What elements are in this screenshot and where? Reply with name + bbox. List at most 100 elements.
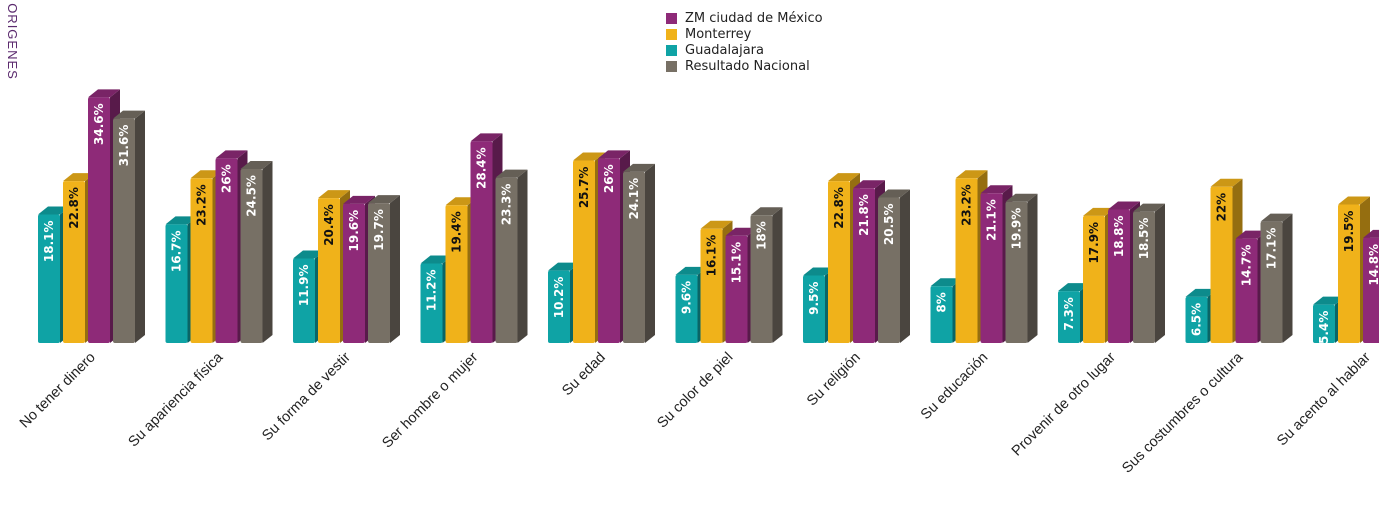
value-label: 11.9% — [297, 265, 311, 307]
value-label: 16.1% — [705, 235, 719, 277]
value-label: 34.6% — [92, 103, 106, 145]
value-label: 15.1% — [730, 242, 744, 284]
value-label: 22.8% — [67, 187, 81, 229]
bar-front — [1058, 291, 1080, 343]
bar-front — [853, 188, 875, 343]
bar-top — [803, 267, 835, 276]
value-label: 9.6% — [680, 281, 694, 314]
bar-top — [1108, 201, 1140, 210]
value-label: 24.5% — [245, 175, 259, 217]
category-label: Su edad — [559, 350, 609, 400]
bar-group-sus-costumbres-o-cultura: 6.5% 22% 14.7% 17.1% — [1185, 178, 1293, 343]
bar-front — [470, 141, 493, 343]
bar-top — [878, 189, 910, 198]
value-label: 18.5% — [1137, 218, 1151, 260]
category-label: Ser hombre o mujer — [379, 349, 481, 451]
bar-front — [343, 203, 365, 343]
bar-top — [1133, 203, 1165, 212]
legend-item-nacional: Resultado Nacional — [666, 58, 823, 74]
value-label: 23.2% — [960, 184, 974, 226]
bar-front — [63, 181, 85, 343]
bar-front — [980, 193, 1003, 343]
bar-top — [1313, 296, 1345, 305]
bar-top — [495, 169, 528, 178]
bar-monterrey-su-acento-al-hablar: 19.5% — [1338, 196, 1370, 343]
bar-group-su-acento-al-hablar: 5.4%19.5%14.8%17.6% — [1313, 196, 1379, 344]
legend-swatch-guadalajara — [666, 44, 677, 56]
value-label: 5.4% — [1317, 311, 1331, 344]
bar-top — [1260, 213, 1293, 222]
bar-top — [190, 170, 223, 179]
bar-group-no-tener-dinero: 18.1% 22.8% 34.6% 31.6% — [38, 89, 145, 343]
bar-group-su-color-de-piel: 9.6% 16.1% 15.1% 18% — [675, 207, 783, 343]
bar-front — [955, 178, 978, 343]
bar-group-ser-hombre-o-mujer: 11.2% 19.4% 28.4% 23.3% — [420, 133, 528, 343]
legend-item-guadalajara: Guadalajara — [666, 42, 823, 58]
bar-top — [955, 170, 988, 179]
bar-resultado-nacional-su-forma-de-vestir: 19.7% — [368, 195, 400, 343]
value-label: 28.4% — [475, 147, 489, 189]
bar-front — [368, 203, 390, 343]
legend-label-nacional: Resultado Nacional — [685, 58, 810, 74]
legend-label-monterrey: Monterrey — [685, 26, 752, 42]
value-label: 20.5% — [882, 203, 896, 245]
value-label: 18.1% — [42, 220, 56, 262]
bar-resultado-nacional-provenir-de-otro-lugar: 18.5% — [1133, 203, 1165, 343]
value-label: 21.1% — [985, 199, 999, 241]
bar-top — [675, 266, 708, 275]
bar-front — [495, 177, 518, 343]
bar-front — [725, 235, 748, 343]
value-label: 17.9% — [1087, 222, 1101, 264]
bar-front — [1363, 237, 1379, 343]
bar-front — [548, 270, 570, 343]
bar-front — [573, 160, 595, 343]
bar-top — [700, 220, 733, 229]
bar-side — [772, 207, 783, 343]
value-label: 14.7% — [1240, 245, 1254, 287]
bar-front — [215, 158, 238, 343]
bar-top — [240, 161, 273, 170]
bar-resultado-nacional-ser-hombre-o-mujer: 23.3% — [495, 169, 528, 343]
bar-side — [900, 189, 910, 343]
value-label: 25.7% — [577, 167, 591, 209]
bar-top — [573, 152, 605, 161]
bar-front — [293, 258, 315, 343]
legend-item-mexico: ZM ciudad de México — [666, 10, 823, 26]
bar-top — [828, 173, 860, 182]
value-label: 6.5% — [1190, 303, 1204, 336]
value-label: 26% — [602, 164, 616, 193]
category-label: Su apariencia física — [126, 349, 227, 450]
value-label: 21.8% — [857, 194, 871, 236]
bar-side — [135, 110, 145, 343]
bar-front — [675, 274, 698, 343]
value-label: 16.7% — [170, 230, 184, 272]
bar-top — [343, 195, 375, 204]
bar-top — [623, 163, 655, 172]
bar-top — [1235, 230, 1268, 239]
bar-top — [215, 150, 248, 159]
legend-label-guadalajara: Guadalajara — [685, 42, 764, 58]
category-label: Su forma de vestir — [259, 349, 354, 444]
legend-swatch-mexico — [666, 12, 677, 24]
bar-front — [930, 286, 953, 343]
bar-top — [853, 180, 885, 189]
bar-front — [240, 169, 263, 343]
value-label: 10.2% — [552, 277, 566, 319]
value-label: 22% — [1215, 193, 1229, 222]
bar-resultado-nacional-su-edad: 24.1% — [623, 163, 655, 343]
value-label: 18% — [755, 221, 769, 250]
value-label: 23.3% — [500, 184, 514, 226]
value-label: 11.2% — [425, 269, 439, 311]
bar-top — [725, 227, 758, 236]
bar-front — [1313, 304, 1335, 343]
bar-front — [878, 197, 900, 343]
bar-group-provenir-de-otro-lugar: 7.3% 17.9% 18.8% 18.5% — [1058, 201, 1165, 343]
category-label: Su acento al hablar — [1274, 349, 1374, 449]
bar-top — [293, 250, 325, 259]
value-label: 19.5% — [1342, 211, 1356, 253]
bar-zm-ciudad-de-mexico-su-acento-al-hablar: 14.8% — [1363, 229, 1379, 343]
bar-front — [1108, 209, 1130, 343]
bar-group-su-religion: 9.5% 22.8% 21.8% 20.5% — [803, 173, 910, 343]
bar-front — [1133, 211, 1155, 343]
